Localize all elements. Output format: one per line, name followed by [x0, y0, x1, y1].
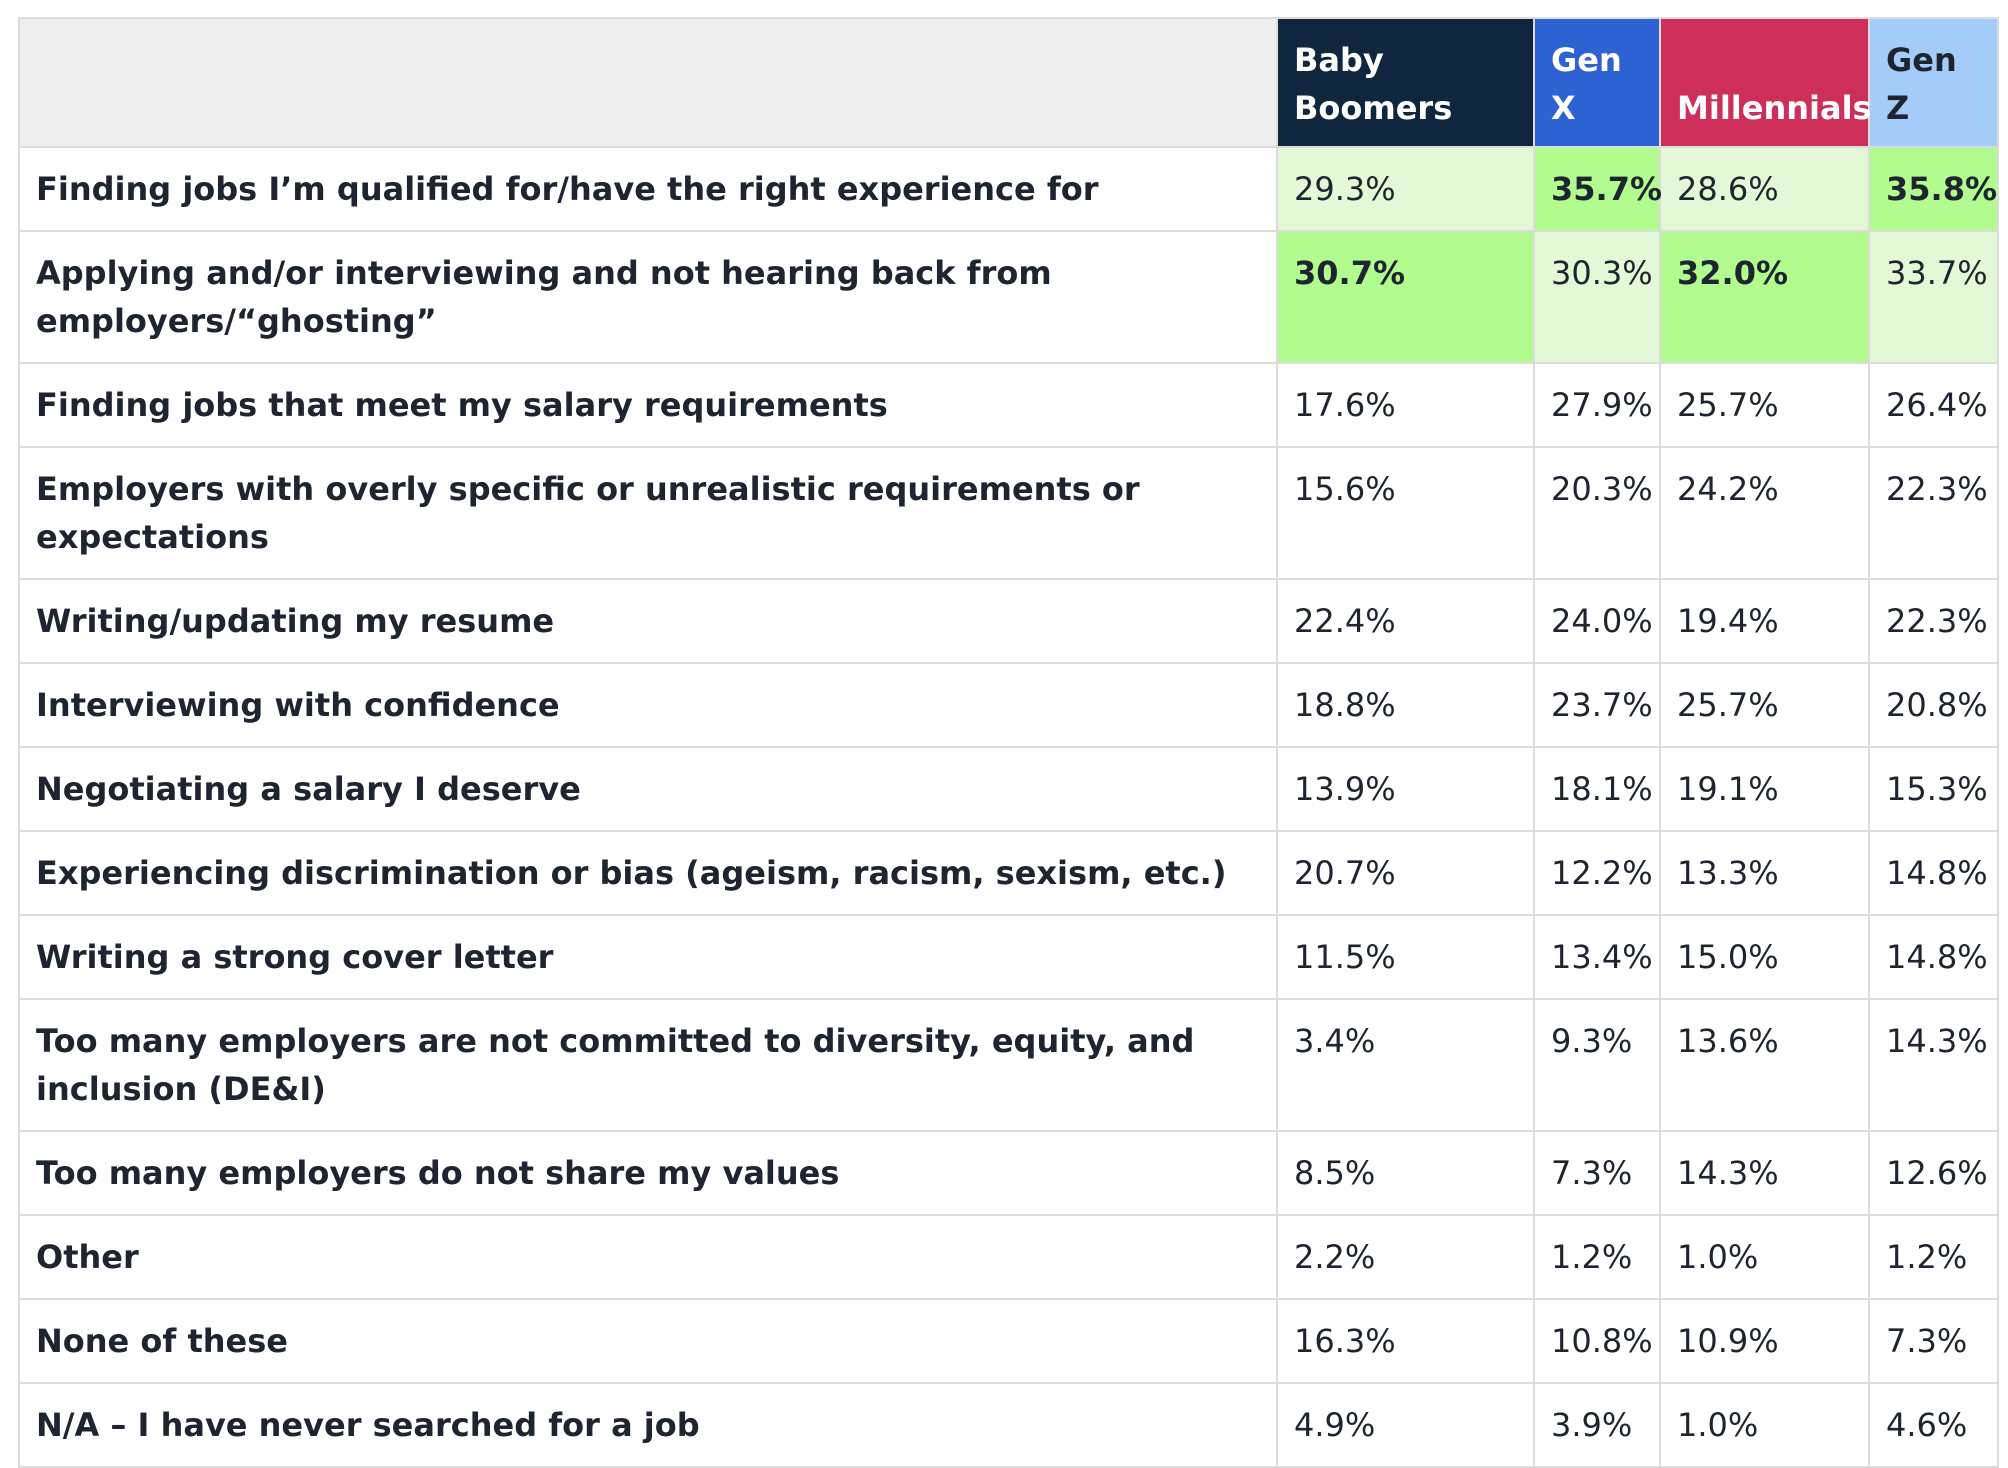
- value-cell-gen-z: 4.6%: [1868, 1382, 1999, 1468]
- value-cell-gen-z: 20.8%: [1868, 662, 1999, 748]
- header-label-line2: Millennials: [1677, 89, 1872, 127]
- table-row: Experiencing discrimination or bias (age…: [18, 830, 1999, 916]
- header-row: Baby Boomers Gen X Millennials Gen Z: [18, 17, 1999, 148]
- value-cell-gen-z: 14.3%: [1868, 998, 1999, 1132]
- row-label: None of these: [18, 1298, 1278, 1384]
- value-cell-baby-boomers: 8.5%: [1276, 1130, 1535, 1216]
- header-baby-boomers: Baby Boomers: [1276, 17, 1535, 148]
- value-cell-gen-z: 15.3%: [1868, 746, 1999, 832]
- value-cell-baby-boomers: 11.5%: [1276, 914, 1535, 1000]
- generations-comparison-table: Baby Boomers Gen X Millennials Gen Z Fin…: [18, 17, 1999, 1468]
- value-cell-millennials: 13.3%: [1659, 830, 1870, 916]
- table-row: Too many employers do not share my value…: [18, 1130, 1999, 1216]
- value-cell-millennials: 19.4%: [1659, 578, 1870, 664]
- table-row: Interviewing with confidence 18.8% 23.7%…: [18, 662, 1999, 748]
- header-corner-cell: [18, 17, 1278, 148]
- table-row: None of these 16.3% 10.8% 10.9% 7.3%: [18, 1298, 1999, 1384]
- value-cell-baby-boomers: 16.3%: [1276, 1298, 1535, 1384]
- table-row: Negotiating a salary I deserve 13.9% 18.…: [18, 746, 1999, 832]
- value-cell-gen-x: 35.7%: [1533, 146, 1662, 232]
- value-cell-millennials: 15.0%: [1659, 914, 1870, 1000]
- value-cell-gen-x: 7.3%: [1533, 1130, 1661, 1216]
- value-cell-baby-boomers: 18.8%: [1276, 662, 1535, 748]
- value-cell-baby-boomers: 29.3%: [1276, 146, 1535, 232]
- value-cell-millennials: 32.0%: [1659, 230, 1870, 364]
- header-gen-x: Gen X: [1533, 17, 1661, 148]
- value-cell-baby-boomers: 4.9%: [1276, 1382, 1535, 1468]
- header-gen-z: Gen Z: [1868, 17, 1999, 148]
- table-row: Finding jobs that meet my salary require…: [18, 362, 1999, 448]
- row-label: Finding jobs I’m qualified for/have the …: [18, 146, 1278, 232]
- row-label: Too many employers do not share my value…: [18, 1130, 1278, 1216]
- row-label: Writing/updating my resume: [18, 578, 1278, 664]
- value-cell-baby-boomers: 22.4%: [1276, 578, 1535, 664]
- value-cell-millennials: 1.0%: [1659, 1214, 1870, 1300]
- table-row: Too many employers are not committed to …: [18, 998, 1999, 1132]
- value-cell-millennials: 14.3%: [1659, 1130, 1870, 1216]
- value-cell-millennials: 13.6%: [1659, 998, 1870, 1132]
- value-cell-gen-z: 33.7%: [1868, 230, 1999, 364]
- value-cell-millennials: 19.1%: [1659, 746, 1870, 832]
- value-cell-millennials: 28.6%: [1659, 146, 1870, 232]
- row-label: Applying and/or interviewing and not hea…: [18, 230, 1278, 364]
- value-cell-millennials: 25.7%: [1659, 362, 1870, 448]
- row-label: Finding jobs that meet my salary require…: [18, 362, 1278, 448]
- table-row: Writing/updating my resume 22.4% 24.0% 1…: [18, 578, 1999, 664]
- value-cell-gen-z: 12.6%: [1868, 1130, 1999, 1216]
- value-cell-gen-z: 22.3%: [1868, 446, 1999, 580]
- value-cell-gen-z: 7.3%: [1868, 1298, 1999, 1384]
- value-cell-gen-z: 22.3%: [1868, 578, 1999, 664]
- table-row: Writing a strong cover letter 11.5% 13.4…: [18, 914, 1999, 1000]
- value-cell-gen-x: 23.7%: [1533, 662, 1661, 748]
- value-cell-millennials: 25.7%: [1659, 662, 1870, 748]
- row-label: Interviewing with confidence: [18, 662, 1278, 748]
- value-cell-gen-x: 13.4%: [1533, 914, 1661, 1000]
- value-cell-gen-x: 12.2%: [1533, 830, 1661, 916]
- value-cell-baby-boomers: 20.7%: [1276, 830, 1535, 916]
- row-label: Writing a strong cover letter: [18, 914, 1278, 1000]
- header-label-line2: Gen Z: [1886, 41, 1957, 127]
- value-cell-gen-z: 26.4%: [1868, 362, 1999, 448]
- value-cell-gen-x: 30.3%: [1533, 230, 1661, 364]
- value-cell-millennials: 24.2%: [1659, 446, 1870, 580]
- row-label: N/A – I have never searched for a job: [18, 1382, 1278, 1468]
- value-cell-baby-boomers: 17.6%: [1276, 362, 1535, 448]
- value-cell-gen-x: 9.3%: [1533, 998, 1661, 1132]
- header-label-line2: Boomers: [1294, 89, 1453, 127]
- value-cell-baby-boomers: 3.4%: [1276, 998, 1535, 1132]
- value-cell-gen-z: 1.2%: [1868, 1214, 1999, 1300]
- row-label: Experiencing discrimination or bias (age…: [18, 830, 1278, 916]
- value-cell-baby-boomers: 15.6%: [1276, 446, 1535, 580]
- table-header: Baby Boomers Gen X Millennials Gen Z: [18, 17, 1999, 148]
- value-cell-gen-z: 14.8%: [1868, 830, 1999, 916]
- header-millennials: Millennials: [1659, 17, 1872, 148]
- table-row: Employers with overly specific or unreal…: [18, 446, 1999, 580]
- header-label-line1: Baby: [1294, 41, 1384, 79]
- table-row: Applying and/or interviewing and not hea…: [18, 230, 1999, 364]
- row-label: Too many employers are not committed to …: [18, 998, 1278, 1132]
- value-cell-gen-x: 20.3%: [1533, 446, 1661, 580]
- value-cell-gen-z: 35.8%: [1868, 146, 1999, 232]
- row-label: Employers with overly specific or unreal…: [18, 446, 1278, 580]
- value-cell-gen-x: 10.8%: [1533, 1298, 1661, 1384]
- value-cell-millennials: 10.9%: [1659, 1298, 1870, 1384]
- row-label: Other: [18, 1214, 1278, 1300]
- value-cell-baby-boomers: 13.9%: [1276, 746, 1535, 832]
- value-cell-gen-x: 18.1%: [1533, 746, 1661, 832]
- value-cell-millennials: 1.0%: [1659, 1382, 1870, 1468]
- table-row: Finding jobs I’m qualified for/have the …: [18, 146, 1999, 232]
- value-cell-baby-boomers: 2.2%: [1276, 1214, 1535, 1300]
- value-cell-gen-x: 24.0%: [1533, 578, 1661, 664]
- value-cell-baby-boomers: 30.7%: [1276, 230, 1535, 364]
- table-row: Other 2.2% 1.2% 1.0% 1.2%: [18, 1214, 1999, 1300]
- value-cell-gen-z: 14.8%: [1868, 914, 1999, 1000]
- value-cell-gen-x: 1.2%: [1533, 1214, 1661, 1300]
- table-row: N/A – I have never searched for a job 4.…: [18, 1382, 1999, 1468]
- row-label: Negotiating a salary I deserve: [18, 746, 1278, 832]
- value-cell-gen-x: 3.9%: [1533, 1382, 1661, 1468]
- table-body: Finding jobs I’m qualified for/have the …: [18, 146, 1999, 1468]
- header-label-line2: Gen X: [1551, 41, 1622, 127]
- value-cell-gen-x: 27.9%: [1533, 362, 1661, 448]
